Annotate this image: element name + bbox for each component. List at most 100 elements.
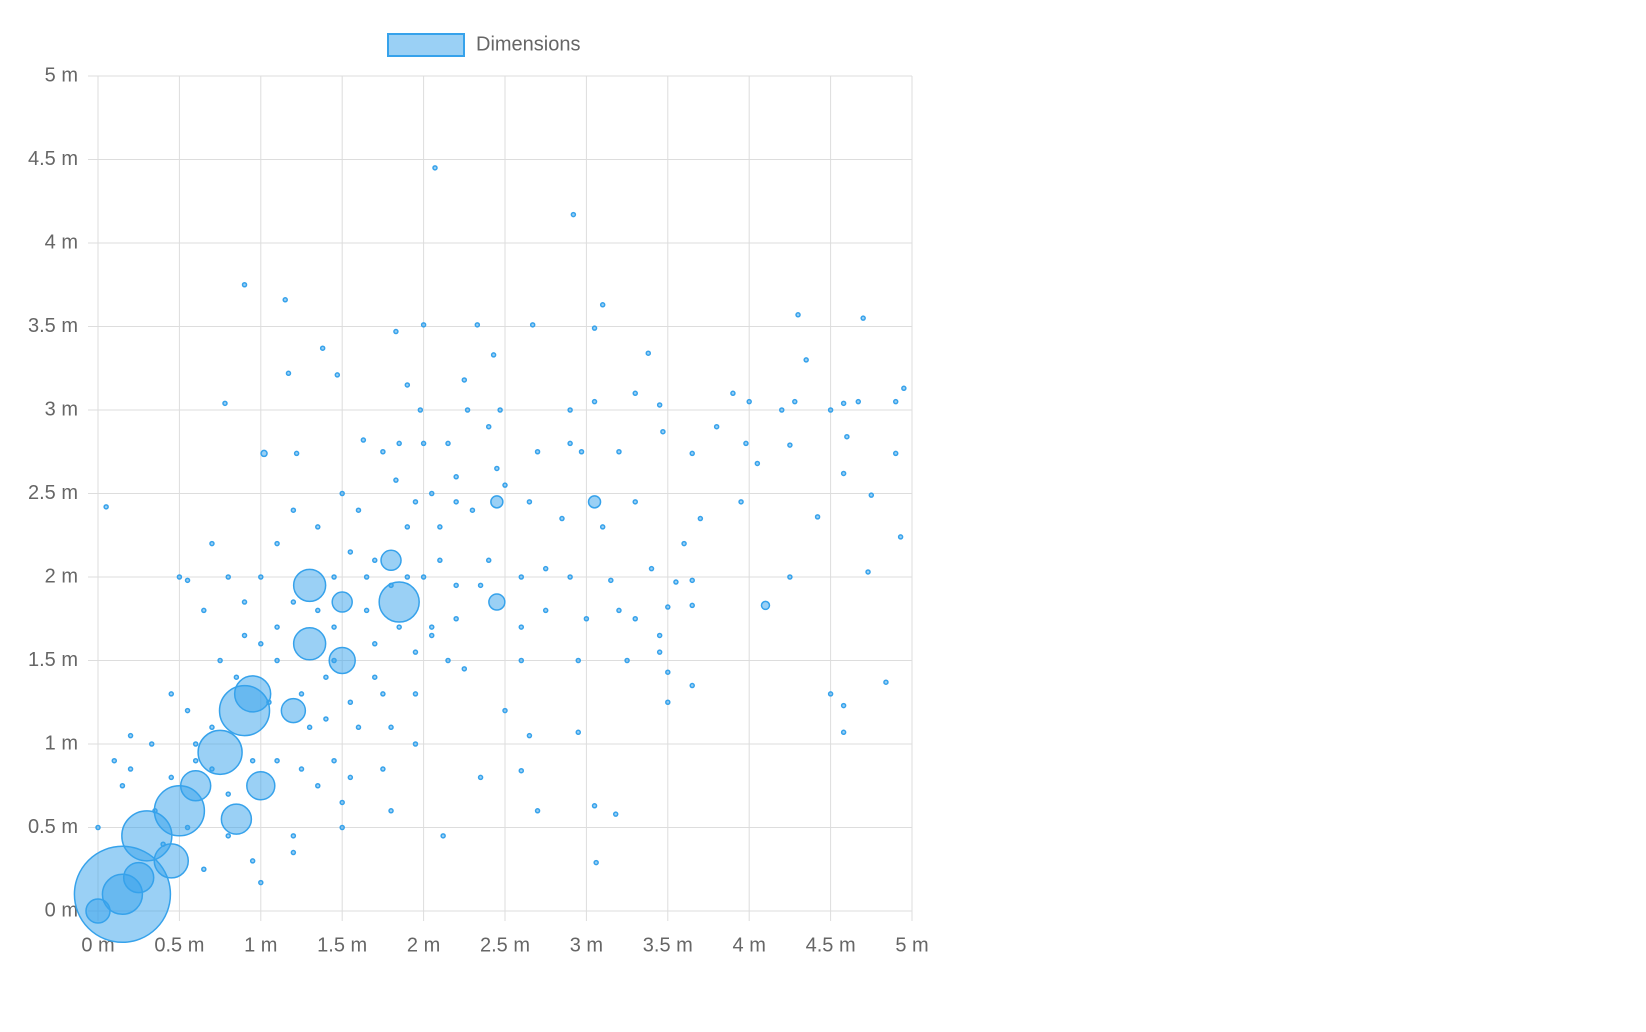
bubble <box>95 824 101 831</box>
bubble <box>241 282 248 288</box>
bubble <box>225 574 231 580</box>
bubble <box>217 657 223 664</box>
bubble <box>461 377 468 383</box>
bubble <box>197 729 243 776</box>
bubble <box>290 849 297 856</box>
x-tick-label: 3.5 m <box>643 934 693 956</box>
bubble <box>681 540 687 547</box>
bubble <box>518 624 525 630</box>
bubble <box>534 449 541 455</box>
bubble <box>477 582 484 589</box>
bubble <box>168 774 175 781</box>
bubble <box>127 732 134 739</box>
bubble <box>542 607 549 614</box>
bubble <box>464 407 471 413</box>
bubble <box>184 577 191 584</box>
bubble <box>292 568 327 603</box>
bubble <box>380 549 402 572</box>
bubble <box>432 165 438 171</box>
bubble <box>901 385 907 392</box>
bubble <box>656 649 663 655</box>
x-tick-label: 2.5 m <box>480 934 530 956</box>
bubble <box>209 766 215 772</box>
bubble <box>738 499 744 505</box>
bubble <box>372 557 378 564</box>
bubble <box>494 465 500 472</box>
bubble <box>290 833 297 839</box>
bubble <box>591 398 598 405</box>
bubble <box>612 811 619 817</box>
x-tick-label: 1.5 m <box>317 934 367 956</box>
bubble <box>393 477 399 483</box>
bubble <box>792 398 798 405</box>
x-tick-label: 4 m <box>733 934 766 956</box>
bubble <box>339 490 345 497</box>
bubble <box>393 328 399 335</box>
bubble <box>274 757 280 764</box>
bubble <box>754 460 761 467</box>
bubble <box>319 345 326 351</box>
bubble <box>440 833 446 839</box>
bubble <box>192 757 199 764</box>
y-tick-label: 1.5 m <box>28 649 78 671</box>
bubble <box>184 824 191 831</box>
y-tick-label: 0.5 m <box>28 816 78 838</box>
bubble <box>152 808 158 814</box>
bubble <box>160 841 166 847</box>
bubble <box>760 600 771 611</box>
x-tick-label: 1 m <box>244 934 277 956</box>
bubble <box>437 557 443 564</box>
bubble <box>428 490 435 497</box>
bubble <box>258 879 264 886</box>
bubble <box>306 724 313 731</box>
bubble <box>593 859 599 866</box>
bubble <box>347 549 354 555</box>
bubble <box>258 574 264 580</box>
bubble <box>298 766 305 772</box>
bubble <box>803 357 809 363</box>
bubble <box>632 390 638 397</box>
bubble <box>328 646 356 675</box>
bubble <box>293 450 300 457</box>
bubble <box>127 766 134 772</box>
bubble <box>260 449 268 458</box>
bubble <box>363 574 370 580</box>
x-tick-label: 0.5 m <box>154 934 204 956</box>
bubble <box>360 437 367 443</box>
bubble <box>795 312 801 318</box>
bubble <box>222 400 228 407</box>
bubble <box>412 741 419 747</box>
bubble <box>290 507 297 513</box>
bubble <box>827 407 834 413</box>
bubble <box>840 400 847 407</box>
bubble <box>339 824 345 831</box>
bubble <box>417 407 424 413</box>
bubble <box>526 499 533 505</box>
bubble <box>122 861 155 894</box>
bubble <box>339 799 345 806</box>
x-tick-label: 3 m <box>570 934 603 956</box>
bubble <box>315 524 321 530</box>
bubble <box>787 442 793 448</box>
bubble <box>388 582 394 589</box>
bubble <box>225 833 231 839</box>
bubble <box>860 315 866 321</box>
bubble <box>290 599 297 605</box>
bubble <box>372 674 378 680</box>
bubble <box>583 616 590 622</box>
bubble <box>388 808 394 814</box>
bubble <box>168 691 175 697</box>
bubble <box>420 574 427 580</box>
bubble <box>477 774 484 781</box>
legend: Dimensions <box>387 33 580 57</box>
bubble <box>103 504 109 510</box>
bubble <box>660 428 666 435</box>
bubble <box>599 524 606 530</box>
bubble <box>868 492 875 498</box>
y-tick-label: 1 m <box>45 732 78 754</box>
bubble <box>648 565 655 572</box>
x-tick-label: 5 m <box>895 934 928 956</box>
bubble <box>331 624 337 630</box>
bubble <box>632 499 638 505</box>
y-tick-label: 5 m <box>45 64 78 86</box>
